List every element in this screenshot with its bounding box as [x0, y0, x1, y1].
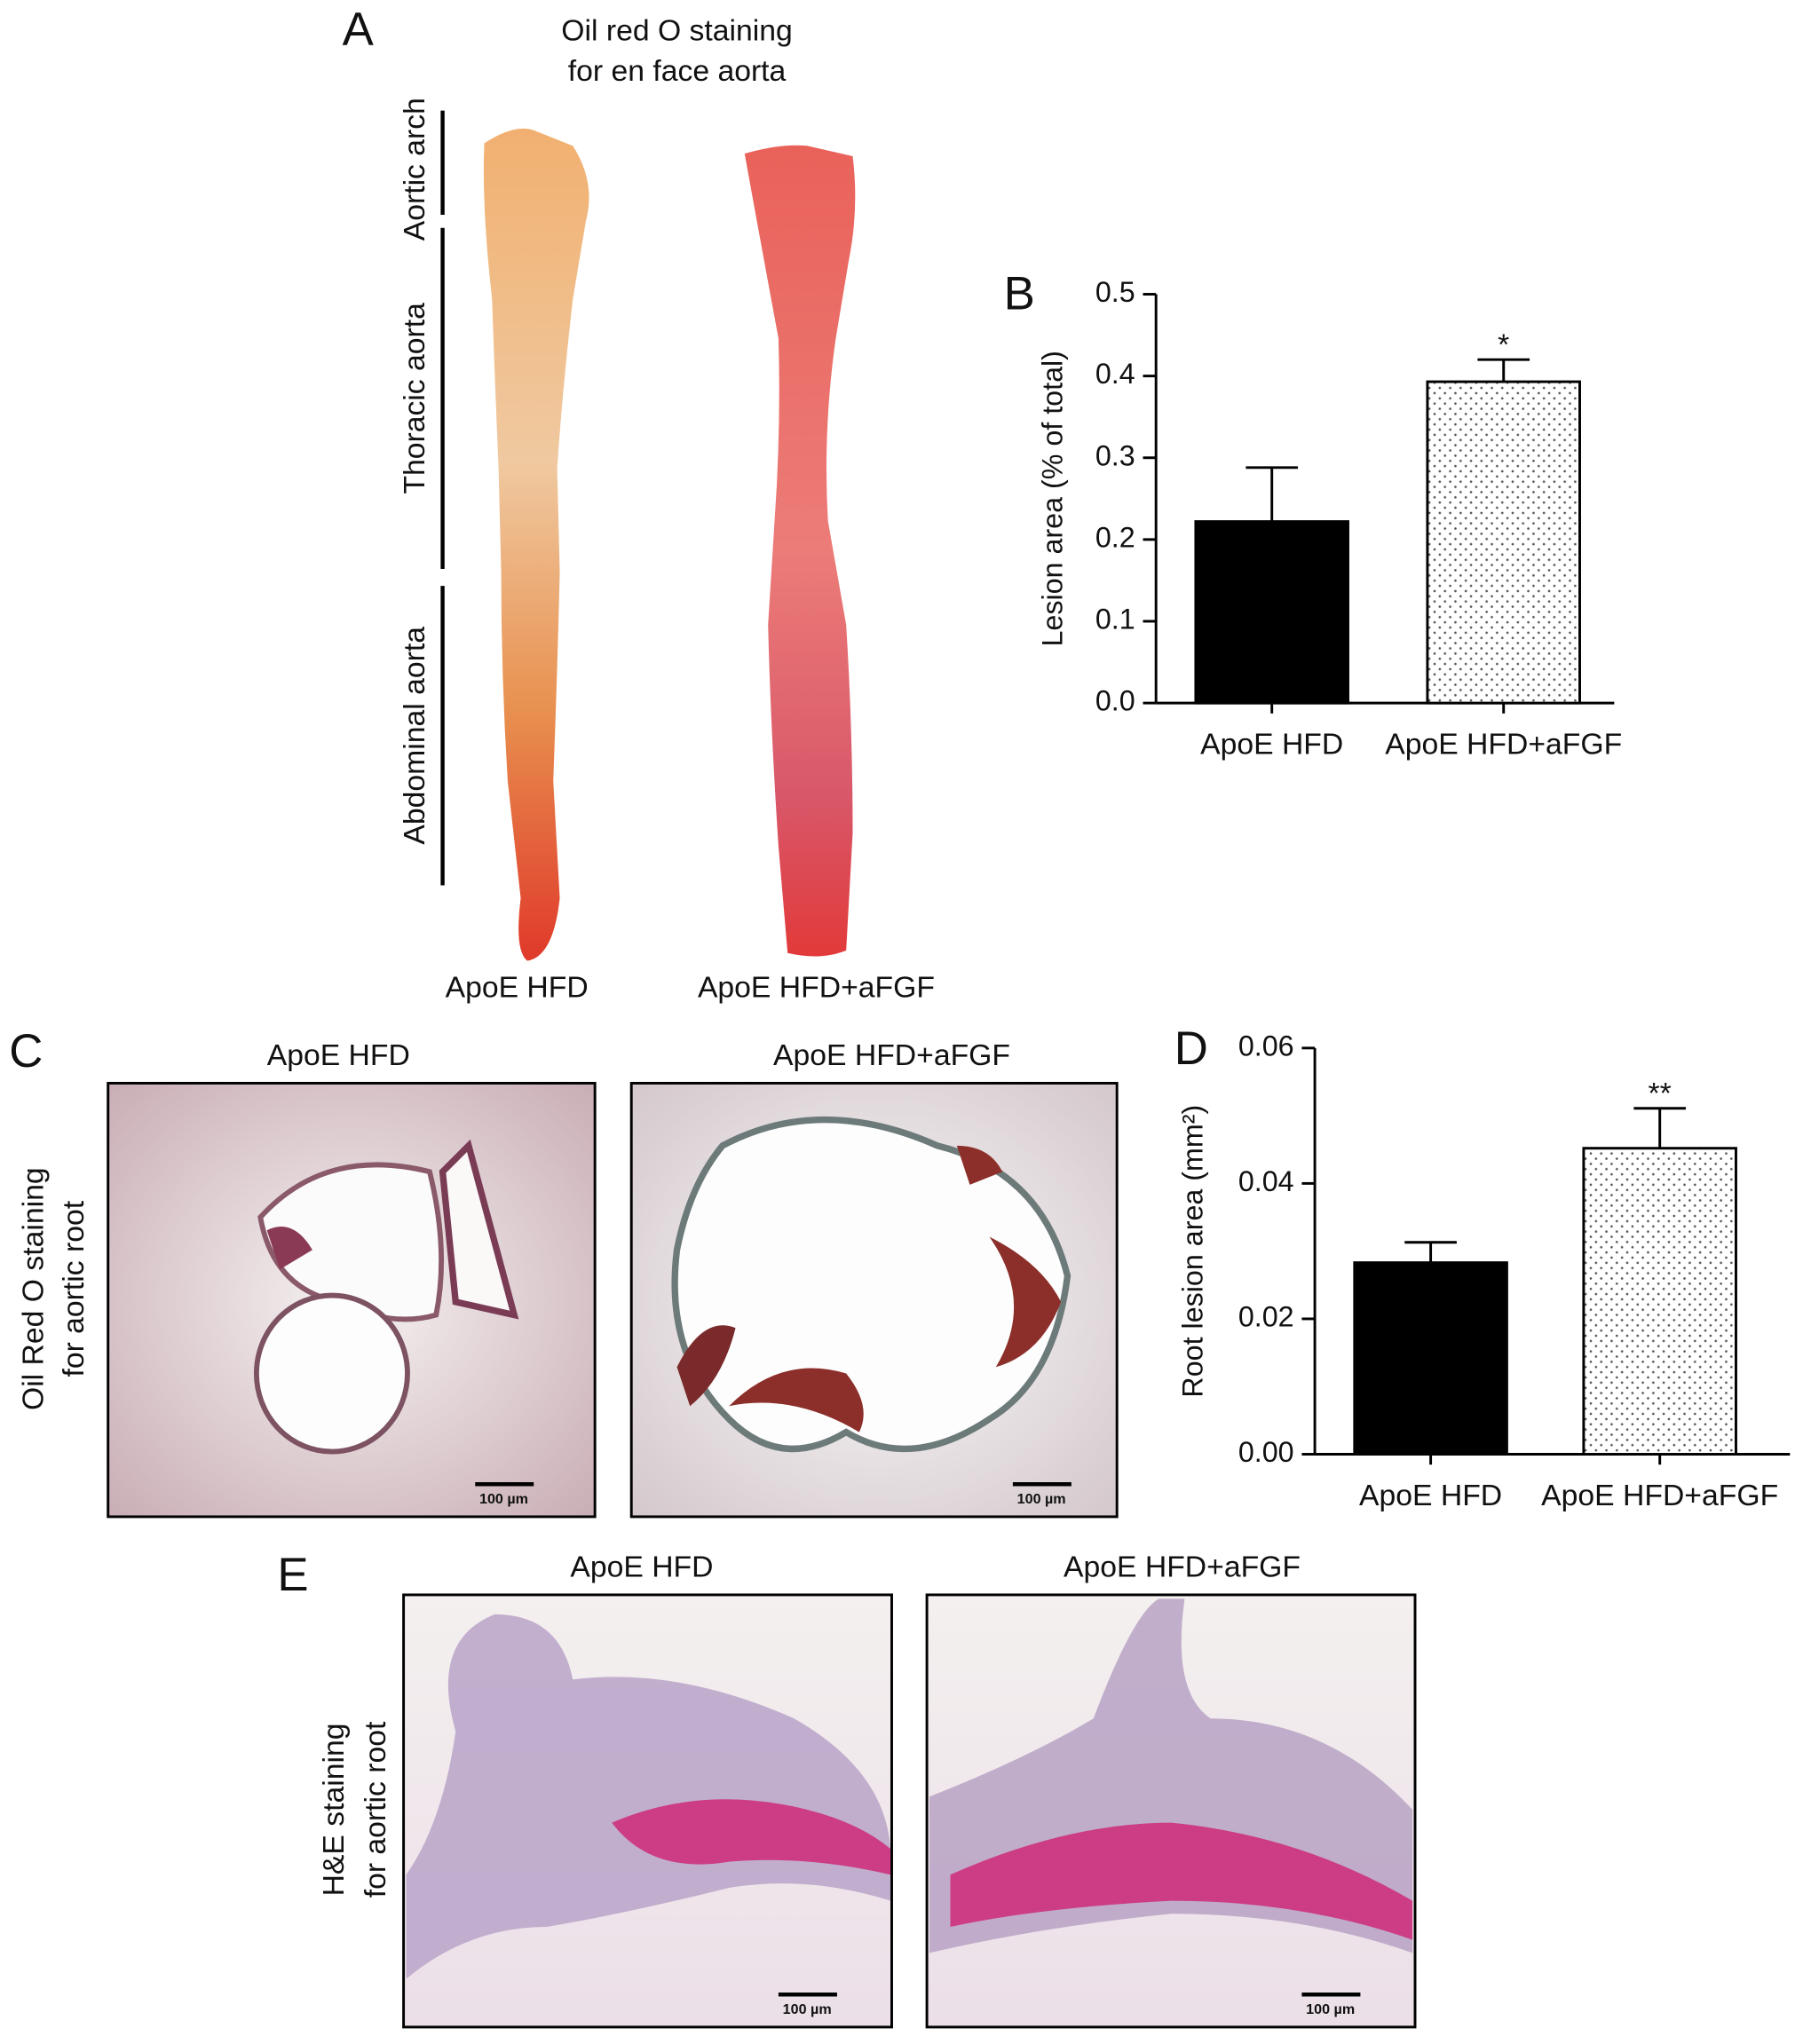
bar [1353, 1261, 1508, 1456]
sample-label: ApoE HFD+aFGF [698, 971, 935, 1005]
y-tick-label: 0.06 [1238, 1030, 1294, 1061]
bar [1582, 1147, 1737, 1456]
histology-image [925, 1593, 1417, 2029]
histology-image [629, 1081, 1119, 1519]
scale-bar-label: 100 µm [1017, 1491, 1066, 1507]
y-axis-label: Lesion area (% of total) [1036, 351, 1068, 646]
histology-image [402, 1593, 893, 2029]
region-label: Thoracic aorta [398, 303, 431, 494]
panel-letter: C [9, 1025, 43, 1077]
region-label: Abdominal aorta [398, 627, 431, 845]
y-tick-label: 0.5 [1095, 276, 1135, 308]
side-label: for aortic root [359, 1721, 392, 1898]
significance: ** [1649, 1077, 1672, 1110]
scale-bar-label: 100 µm [479, 1491, 528, 1507]
sample-label: ApoE HFD [446, 971, 589, 1005]
y-tick-label: 0.04 [1238, 1165, 1294, 1197]
y-tick-label: 0.02 [1238, 1300, 1294, 1332]
y-tick-label: 0.0 [1095, 685, 1135, 717]
panel-letter: A [343, 4, 375, 56]
panel-letter: D [1174, 1022, 1208, 1075]
histology-image [107, 1081, 597, 1519]
significance: * [1498, 328, 1509, 361]
scale-bar-label: 100 µm [783, 2001, 832, 2017]
panel-title: Oil red O staining [561, 14, 792, 48]
region-label: Aortic arch [398, 98, 431, 241]
sample-label: ApoE HFD+aFGF [773, 1038, 1010, 1072]
x-tick-label: ApoE HFD [1200, 727, 1343, 761]
y-axis-label: Root lesion area (mm²) [1177, 1105, 1209, 1398]
y-tick-label: 0.2 [1095, 521, 1135, 553]
panel-title: for en face aorta [568, 54, 787, 88]
bar [1194, 520, 1349, 705]
scale-bar-label: 100 µm [1306, 2001, 1355, 2017]
side-label: H&E staining [317, 1723, 351, 1896]
sample-label: ApoE HFD [267, 1038, 410, 1072]
side-label: Oil Red O staining [17, 1167, 51, 1410]
panel-letter: E [277, 1549, 308, 1601]
sample-label: ApoE HFD [570, 1550, 713, 1583]
aorta-image [744, 145, 856, 957]
sample-label: ApoE HFD+aFGF [1064, 1550, 1301, 1583]
y-tick-label: 0.00 [1238, 1436, 1294, 1468]
x-tick-label: ApoE HFD+aFGF [1385, 727, 1622, 761]
x-tick-label: ApoE HFD+aFGF [1541, 1479, 1778, 1512]
x-tick-label: ApoE HFD [1359, 1479, 1502, 1512]
y-tick-label: 0.3 [1095, 439, 1135, 471]
y-tick-label: 0.1 [1095, 604, 1135, 635]
side-label: for aortic root [57, 1200, 91, 1377]
aorta-image [483, 128, 589, 961]
y-tick-label: 0.4 [1095, 358, 1135, 390]
bar [1426, 380, 1581, 705]
panel-letter: B [1004, 267, 1035, 320]
